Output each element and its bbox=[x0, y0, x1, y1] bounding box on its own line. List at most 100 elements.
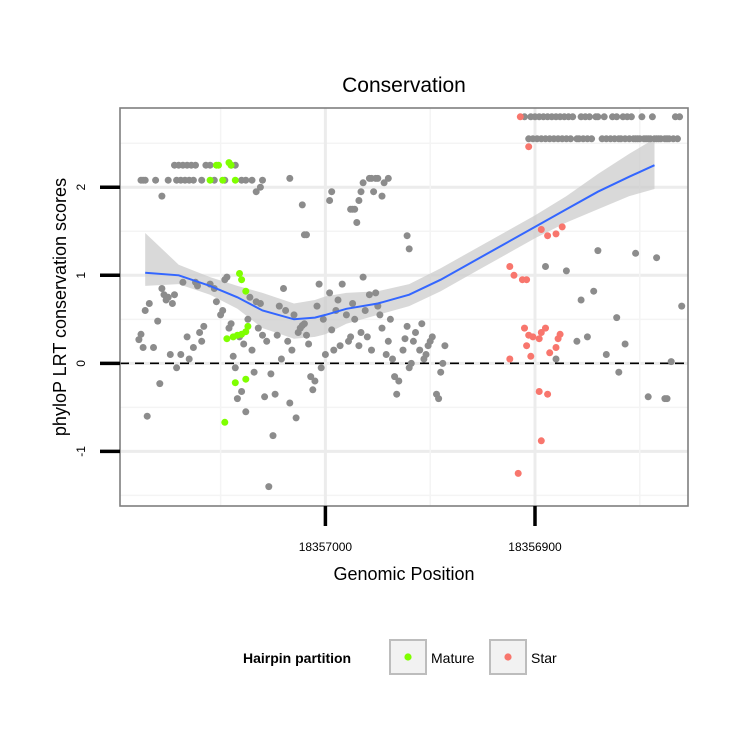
data-point-other bbox=[171, 291, 178, 299]
data-point-other bbox=[252, 188, 260, 196]
plot-panel bbox=[119, 107, 689, 507]
legend-label-mature: Mature bbox=[431, 650, 475, 666]
data-point-other bbox=[351, 205, 359, 213]
data-point-other bbox=[391, 373, 399, 381]
data-point-other bbox=[359, 273, 367, 281]
data-point-other bbox=[399, 346, 407, 354]
smooth-line-layer bbox=[145, 164, 655, 321]
data-point-other bbox=[355, 342, 363, 350]
x-axis-title: Genomic Position bbox=[333, 564, 474, 584]
data-point-other bbox=[259, 331, 266, 339]
data-point-other bbox=[212, 298, 220, 306]
data-point-other bbox=[336, 342, 344, 350]
data-point-other bbox=[288, 346, 296, 354]
data-point-star bbox=[527, 352, 535, 360]
data-point-other bbox=[282, 307, 290, 314]
x-tick-label: 18356900 bbox=[508, 540, 562, 554]
data-point-other bbox=[141, 176, 149, 184]
data-point-other bbox=[378, 324, 386, 332]
data-point-other bbox=[313, 302, 321, 310]
legend: Hairpin partition Mature Star bbox=[243, 639, 557, 675]
data-point-other bbox=[305, 340, 313, 348]
data-point-other bbox=[135, 336, 143, 344]
data-point-other bbox=[583, 333, 591, 341]
data-point-other bbox=[435, 395, 443, 403]
data-point-other bbox=[292, 414, 300, 422]
data-point-other bbox=[192, 161, 199, 169]
data-point-other bbox=[263, 337, 271, 345]
data-point-other bbox=[309, 386, 317, 394]
data-point-other bbox=[141, 307, 149, 314]
data-point-other bbox=[667, 358, 675, 366]
data-point-other bbox=[380, 179, 388, 187]
data-point-other bbox=[156, 380, 164, 388]
data-point-other bbox=[200, 322, 208, 330]
data-points bbox=[135, 113, 686, 491]
data-point-other bbox=[194, 282, 201, 290]
data-point-star bbox=[525, 143, 533, 151]
data-point-other bbox=[158, 192, 166, 200]
data-point-other bbox=[284, 337, 292, 345]
data-point-other bbox=[403, 232, 411, 240]
data-point-mature bbox=[242, 287, 250, 295]
y-axis: -1 0 1 2 bbox=[74, 184, 120, 457]
data-point-star bbox=[537, 437, 545, 445]
data-point-star bbox=[558, 223, 566, 231]
data-point-other bbox=[422, 351, 430, 358]
data-point-star bbox=[510, 271, 518, 279]
data-point-other bbox=[389, 355, 396, 363]
data-point-other bbox=[368, 346, 375, 354]
data-point-other bbox=[615, 368, 623, 376]
confidence-band-layer bbox=[145, 138, 655, 339]
data-point-star bbox=[514, 469, 522, 477]
data-point-other bbox=[569, 113, 577, 121]
data-point-mature bbox=[229, 333, 237, 341]
data-point-other bbox=[328, 326, 336, 334]
data-point-mature bbox=[221, 418, 229, 426]
data-point-other bbox=[246, 293, 254, 301]
data-point-other bbox=[627, 113, 635, 121]
data-point-other bbox=[382, 351, 390, 358]
data-point-other bbox=[338, 280, 346, 288]
data-point-other bbox=[328, 188, 336, 196]
data-point-star bbox=[542, 324, 549, 332]
data-point-other bbox=[242, 408, 250, 416]
data-point-other bbox=[189, 344, 197, 351]
data-point-other bbox=[395, 377, 403, 385]
data-point-other bbox=[231, 364, 239, 372]
data-point-other bbox=[137, 330, 145, 338]
data-point-other bbox=[145, 300, 153, 307]
data-point-other bbox=[238, 388, 246, 395]
data-point-other bbox=[240, 340, 248, 348]
data-point-mature bbox=[227, 161, 235, 169]
data-point-other bbox=[286, 174, 294, 182]
data-point-other bbox=[355, 197, 363, 204]
data-point-other bbox=[638, 113, 646, 121]
data-point-other bbox=[280, 285, 287, 292]
data-point-other bbox=[248, 176, 256, 184]
data-point-other bbox=[374, 174, 382, 182]
legend-marker-mature bbox=[404, 653, 412, 661]
data-point-other bbox=[644, 393, 652, 401]
data-point-mature bbox=[206, 176, 214, 184]
data-point-other bbox=[370, 188, 378, 196]
data-point-star bbox=[537, 329, 545, 336]
data-point-other bbox=[254, 324, 262, 332]
data-point-other bbox=[206, 161, 214, 169]
data-point-other bbox=[678, 302, 686, 310]
data-point-other bbox=[359, 179, 367, 187]
data-point-other bbox=[403, 322, 411, 330]
data-point-other bbox=[183, 333, 191, 341]
confidence-band bbox=[145, 138, 655, 339]
data-point-other bbox=[290, 311, 298, 319]
data-point-other bbox=[256, 300, 264, 307]
data-point-other bbox=[676, 113, 684, 121]
data-point-mature bbox=[242, 375, 250, 383]
data-point-other bbox=[347, 333, 355, 341]
data-point-other bbox=[229, 352, 237, 360]
data-point-other bbox=[412, 329, 419, 336]
data-point-mature bbox=[244, 322, 252, 330]
data-point-star bbox=[535, 335, 543, 343]
y-tick-label: 2 bbox=[74, 184, 88, 191]
